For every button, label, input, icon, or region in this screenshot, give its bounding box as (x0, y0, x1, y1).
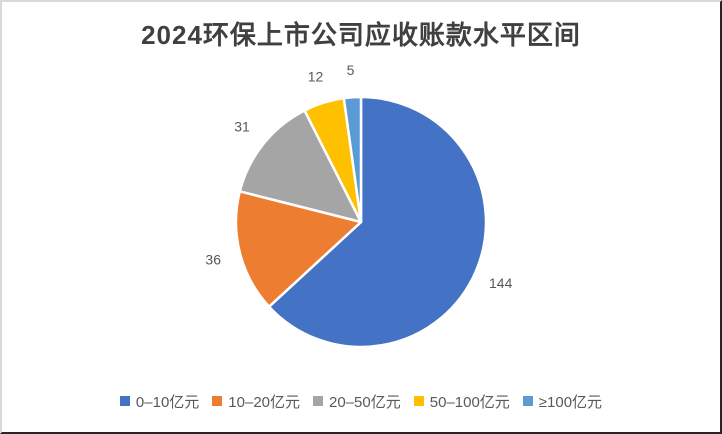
legend-label-4: 50–100亿元 (429, 393, 510, 411)
pie-slice-5 (342, 95, 363, 224)
legend-item-1: 0–10亿元 (119, 391, 200, 412)
legend-item-3: 20–50亿元 (313, 391, 401, 412)
pie-slice-1 (267, 95, 488, 349)
legend-marker-1 (119, 396, 130, 406)
data-label-2: 36 (205, 251, 221, 267)
legend-item-5: ≥100亿元 (522, 391, 603, 412)
legend-label-5: ≥100亿元 (538, 393, 603, 411)
legend-item-4: 50–100亿元 (413, 391, 510, 412)
legend-marker-2 (212, 396, 223, 406)
legend-marker-3 (313, 396, 324, 406)
data-label-5: 5 (347, 62, 355, 78)
pie-slice-2 (234, 190, 363, 308)
data-label-1: 144 (489, 275, 513, 291)
pie-slice-3 (238, 109, 363, 224)
legend-label-1: 0–10亿元 (135, 393, 200, 411)
data-label-4: 12 (308, 68, 324, 84)
legend-marker-5 (522, 396, 533, 406)
chart-title: 2024环保上市公司应收账款水平区间 (141, 20, 581, 50)
legend-marker-4 (413, 396, 424, 406)
legend-label-3: 20–50亿元 (329, 393, 401, 411)
legend-label-2: 10–20亿元 (228, 393, 301, 411)
legend-item-2: 10–20亿元 (212, 391, 300, 412)
legend: 0–10亿元 10–20亿元 20–50亿元 50–100亿元 ≥100亿元 (2, 389, 720, 413)
data-label-3: 31 (234, 119, 250, 135)
